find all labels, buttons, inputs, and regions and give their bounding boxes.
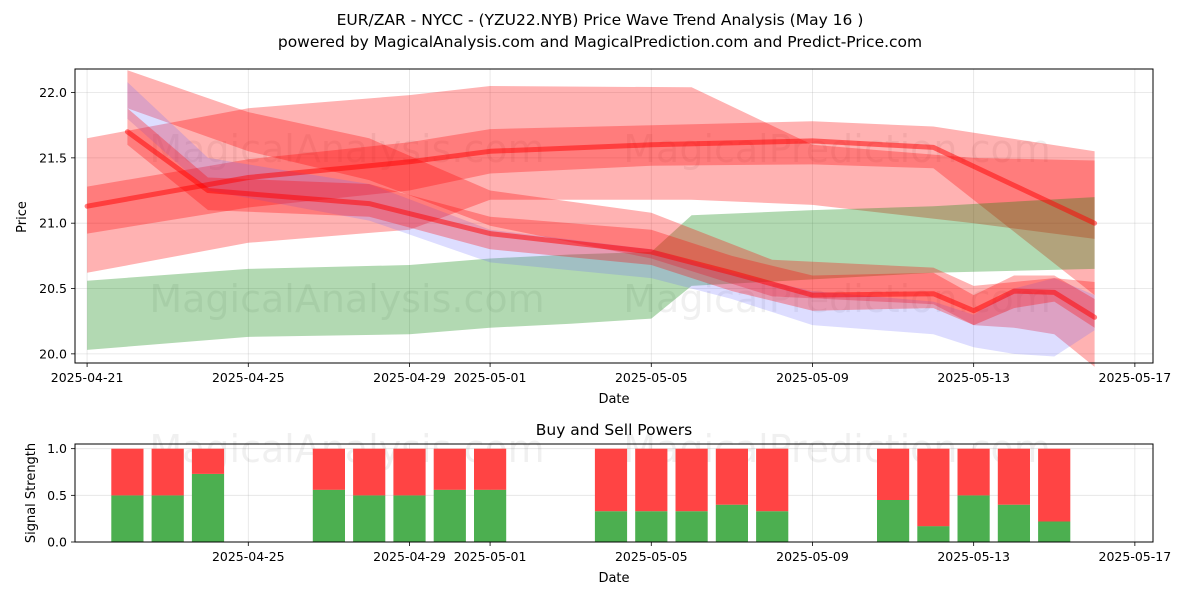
price-x-axis-label: Date xyxy=(598,392,629,407)
price-x-tick-label: 2025-05-09 xyxy=(776,370,849,385)
sell-power-bar xyxy=(393,448,426,496)
sell-power-bar xyxy=(191,448,225,474)
price-x-tick-label: 2025-05-05 xyxy=(615,370,688,385)
buy-power-bar xyxy=(151,495,184,542)
buy-power-bar xyxy=(353,495,386,542)
price-x-axis: 2025-04-21 2025-04-25 2025-04-29 2025-05-01… xyxy=(51,363,1171,385)
sell-power-bar xyxy=(997,448,1030,505)
price-grid xyxy=(75,69,1153,363)
price-x-tick-label: 2025-05-17 xyxy=(1099,370,1172,385)
powers-x-axis: 2025-04-25 2025-04-29 2025-05-01 2025-05-05… xyxy=(212,542,1171,564)
price-band-red xyxy=(127,108,1095,328)
watermark-magicalprediction: MagicalPrediction.com xyxy=(623,277,1051,321)
price-watermarks: MagicalAnalysis.com MagicalPrediction.co… xyxy=(149,127,1050,321)
sell-power-bar xyxy=(312,448,345,490)
price-plot-area xyxy=(75,69,1153,363)
sell-power-bar xyxy=(151,448,184,496)
buy-power-bar xyxy=(877,500,910,542)
powers-x-axis-label: Date xyxy=(598,571,629,586)
buy-power-bar xyxy=(111,495,144,542)
price-y-tick-label: 20.0 xyxy=(39,346,67,361)
chart-title-line1: EUR/ZAR - NYCC - (YZU22.NYB) Price Wave … xyxy=(337,11,864,29)
powers-chart: Buy and Sell Powers MagicalAnalysis.com … xyxy=(24,421,1171,586)
sell-power-bar xyxy=(1038,448,1071,522)
buy-power-bar xyxy=(675,511,708,542)
price-band-red xyxy=(87,121,1095,296)
buy-power-bar xyxy=(997,504,1030,542)
sell-power-bar xyxy=(594,448,628,512)
price-trend-line xyxy=(84,138,1098,226)
buy-power-bar xyxy=(433,489,466,542)
sell-power-bar xyxy=(917,448,950,527)
price-y-axis: 20.0 20.5 21.0 21.5 22.0 xyxy=(39,85,75,361)
price-x-tick-label: 2025-04-25 xyxy=(212,370,285,385)
sell-power-bar xyxy=(433,448,466,490)
price-y-tick-label: 21.0 xyxy=(39,216,67,231)
price-chart: MagicalAnalysis.com MagicalPrediction.co… xyxy=(15,68,1171,407)
powers-y-axis-label: Signal Strength xyxy=(24,443,39,543)
buy-power-bar xyxy=(756,511,789,542)
sell-power-bar xyxy=(756,448,789,512)
buy-power-bar xyxy=(917,526,950,542)
powers-bars xyxy=(111,448,1071,542)
buy-power-bar xyxy=(191,473,225,542)
price-x-tick-label: 2025-05-01 xyxy=(454,370,527,385)
sell-power-bar xyxy=(353,448,386,496)
chart-title-line2: powered by MagicalAnalysis.com and Magic… xyxy=(278,33,922,51)
powers-x-tick-label: 2025-05-17 xyxy=(1099,549,1172,564)
price-x-tick-label: 2025-04-21 xyxy=(51,370,124,385)
price-band-blue xyxy=(127,82,1095,357)
buy-power-bar xyxy=(715,504,748,542)
sell-power-bar xyxy=(635,448,668,512)
sell-power-bar xyxy=(715,448,748,505)
price-y-tick-label: 22.0 xyxy=(39,85,67,100)
sell-power-bar xyxy=(877,448,910,500)
powers-x-tick-label: 2025-05-13 xyxy=(937,549,1010,564)
price-band-green xyxy=(87,197,1095,350)
powers-x-tick-label: 2025-05-09 xyxy=(776,549,849,564)
powers-plot-frame xyxy=(74,443,1154,543)
buy-power-bar xyxy=(957,495,990,542)
price-x-tick-label: 2025-05-13 xyxy=(937,370,1010,385)
powers-y-axis: 0.0 0.5 1.0 xyxy=(47,441,75,550)
price-trend-lines xyxy=(84,129,1098,320)
powers-x-tick-label: 2025-04-29 xyxy=(373,549,446,564)
sell-power-bar xyxy=(957,448,990,496)
watermark-magicalanalysis: MagicalAnalysis.com xyxy=(149,277,544,321)
price-y-axis-label: Price xyxy=(15,201,30,233)
price-band-red xyxy=(87,86,1095,273)
price-y-tick-label: 20.5 xyxy=(39,281,67,296)
watermark-magicalprediction: MagicalPrediction.com xyxy=(623,127,1051,171)
price-plot-frame xyxy=(74,68,1154,364)
sell-power-bar xyxy=(111,448,144,496)
powers-x-tick-label: 2025-05-05 xyxy=(615,549,688,564)
watermark-magicalanalysis: MagicalAnalysis.com xyxy=(149,127,544,171)
buy-power-bar xyxy=(635,511,668,542)
buy-power-bar xyxy=(594,511,628,542)
buy-power-bar xyxy=(312,489,345,542)
buy-power-bar xyxy=(393,495,426,542)
buy-power-bar xyxy=(1038,521,1071,542)
sell-power-bar xyxy=(675,448,708,512)
sell-power-bar xyxy=(474,448,507,490)
powers-x-tick-label: 2025-04-25 xyxy=(212,549,285,564)
price-trend-line xyxy=(124,129,1098,320)
price-y-tick-label: 21.5 xyxy=(39,150,67,165)
powers-y-tick-label: 0.5 xyxy=(47,488,67,503)
powers-x-tick-label: 2025-05-01 xyxy=(454,549,527,564)
price-x-tick-label: 2025-04-29 xyxy=(373,370,446,385)
powers-y-tick-label: 1.0 xyxy=(47,441,67,456)
powers-chart-title: Buy and Sell Powers xyxy=(536,421,693,439)
powers-y-tick-label: 0.0 xyxy=(47,535,67,550)
buy-power-bar xyxy=(474,489,507,542)
